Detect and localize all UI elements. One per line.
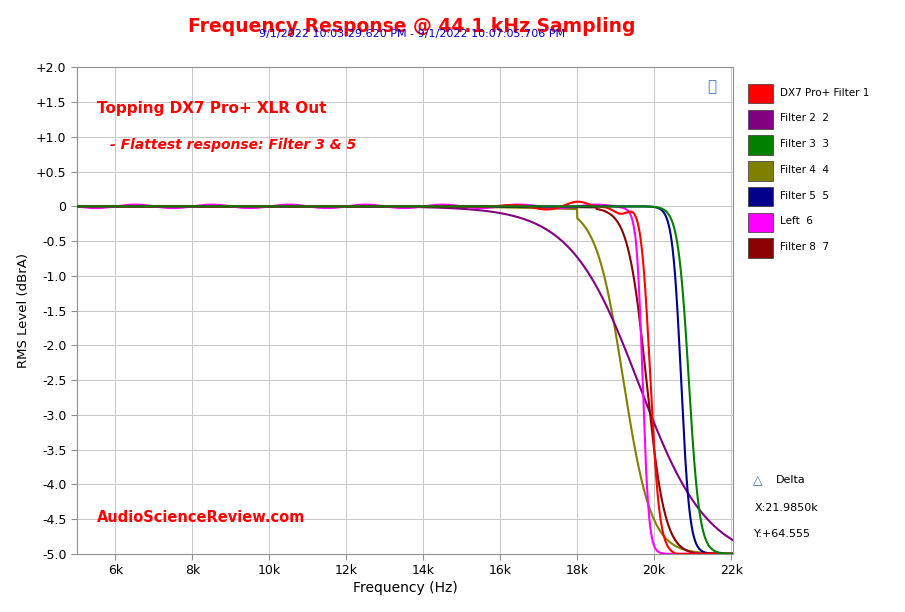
Text: - Flattest response: Filter 3 & 5: - Flattest response: Filter 3 & 5: [110, 138, 356, 152]
Bar: [748, 187, 773, 206]
Text: Left  6: Left 6: [780, 217, 813, 226]
Text: Delta: Delta: [776, 476, 805, 485]
Bar: [748, 161, 773, 181]
Bar: [748, 213, 773, 233]
Text: Filter 3  3: Filter 3 3: [780, 139, 829, 149]
Bar: [748, 239, 773, 258]
Text: DX7 Pro+ Filter 1: DX7 Pro+ Filter 1: [780, 88, 870, 97]
Text: Filter 8  7: Filter 8 7: [780, 242, 829, 252]
Bar: [748, 135, 773, 155]
Text: X:21.9850k: X:21.9850k: [754, 503, 818, 513]
Y-axis label: RMS Level (dBrA): RMS Level (dBrA): [17, 253, 31, 368]
Text: Y:+64.555: Y:+64.555: [754, 529, 811, 539]
Text: Data: Data: [802, 61, 834, 74]
Text: AudioScienceReview.com: AudioScienceReview.com: [97, 510, 305, 524]
Text: Filter 2  2: Filter 2 2: [780, 113, 829, 124]
Text: △: △: [752, 474, 762, 487]
Text: Filter 4  4: Filter 4 4: [780, 165, 829, 175]
X-axis label: Frequency (Hz): Frequency (Hz): [353, 581, 457, 595]
Bar: [748, 110, 773, 129]
Text: Cursors: Cursors: [791, 440, 845, 453]
Bar: [748, 84, 773, 103]
Text: Frequency Response @ 44.1 kHz Sampling: Frequency Response @ 44.1 kHz Sampling: [188, 17, 635, 36]
Text: Ⓐ: Ⓐ: [708, 80, 717, 94]
Text: 9/1/2022 10:03:29.620 PM - 9/1/2022 10:07:05.706 PM: 9/1/2022 10:03:29.620 PM - 9/1/2022 10:0…: [259, 29, 565, 39]
Text: Filter 5  5: Filter 5 5: [780, 191, 829, 201]
Text: Topping DX7 Pro+ XLR Out: Topping DX7 Pro+ XLR Out: [97, 102, 326, 116]
